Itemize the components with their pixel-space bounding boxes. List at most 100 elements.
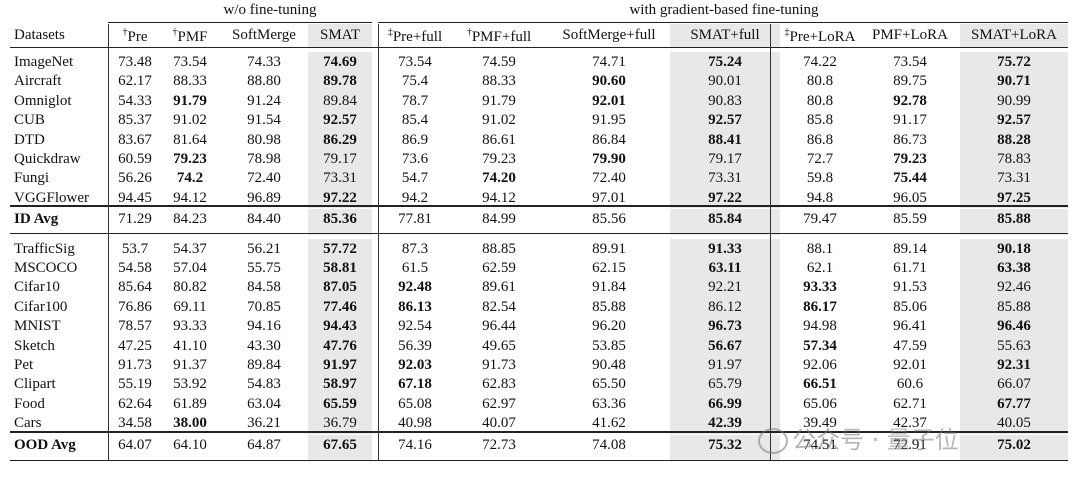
value-cell: 65.06 — [803, 395, 837, 412]
value-cell: 79.90 — [592, 151, 626, 167]
value-cell: 63.36 — [592, 395, 626, 412]
value-cell: 62.59 — [482, 260, 516, 276]
value-cell: 53.92 — [173, 376, 207, 393]
value-cell: 69.11 — [173, 298, 207, 315]
value-cell: 62.71 — [893, 395, 927, 412]
highlight-cell — [960, 277, 1068, 298]
value-cell: 42.39 — [708, 415, 742, 432]
column-separator — [770, 24, 771, 460]
value-cell: 67.77 — [997, 395, 1031, 412]
value-cell: 55.75 — [247, 260, 281, 276]
value-cell: 90.71 — [997, 73, 1031, 90]
value-cell: 38.00 — [173, 415, 207, 432]
highlight-cell — [960, 355, 1068, 376]
value-cell: 79.23 — [482, 151, 516, 167]
highlight-cell — [308, 258, 372, 279]
value-cell: 96.05 — [893, 189, 927, 206]
value-cell: 92.01 — [592, 92, 626, 109]
value-cell: 91.02 — [173, 112, 207, 129]
value-cell: 94.98 — [803, 318, 837, 335]
dataset-name: Quickdraw — [14, 151, 81, 167]
value-cell: 42.37 — [893, 415, 927, 432]
value-cell: 88.41 — [708, 131, 742, 148]
highlight-cell — [960, 258, 1068, 279]
value-cell: 94.8 — [806, 189, 834, 206]
dataset-name: Sketch — [14, 337, 55, 354]
value-cell: 91.97 — [323, 357, 357, 373]
value-cell: 53.7 — [121, 240, 149, 257]
dataset-name: Fungi — [14, 170, 50, 187]
highlight-cell — [308, 413, 372, 434]
header-smat-full: SMAT+full — [690, 27, 760, 43]
table-row: ImageNet 73.48 73.54 74.33 74.69 73.54 74.59 74… — [10, 54, 1068, 73]
value-cell: 54.83 — [247, 376, 281, 393]
value-cell: 56.26 — [118, 170, 152, 187]
table-row: Quickdraw 60.59 79.23 78.98 79.17 73.6 79.23 79… — [10, 151, 1068, 170]
highlight-cell — [670, 110, 780, 131]
value-cell: 57.04 — [173, 260, 207, 276]
value-cell: 96.89 — [247, 189, 281, 206]
watermark-text: 公众号 · 量子位 — [792, 426, 959, 454]
value-cell: 74.71 — [592, 54, 626, 70]
value-cell: 92.03 — [398, 357, 432, 373]
value-cell: 62.83 — [482, 376, 516, 393]
value-cell: 83.67 — [118, 131, 152, 148]
avg-rule-top — [10, 430, 1068, 433]
highlight-cell — [670, 393, 780, 415]
highlight-cell — [308, 52, 372, 73]
value-cell: 79.23 — [173, 151, 207, 167]
highlight-cell — [670, 129, 780, 150]
value-cell: 56.67 — [708, 337, 742, 354]
highlight-cell — [960, 110, 1068, 131]
value-cell: 39.49 — [803, 415, 837, 432]
value-cell: 72.91 — [893, 436, 927, 453]
highlight-cell — [960, 238, 1068, 259]
value-cell: 54.58 — [118, 260, 152, 276]
value-cell: 62.1 — [806, 260, 834, 276]
value-cell: 89.14 — [893, 240, 927, 257]
value-cell: 86.13 — [398, 298, 432, 315]
value-cell: 56.39 — [398, 337, 432, 354]
highlight-cell — [670, 71, 780, 92]
table-row: Sketch 47.25 41.10 43.30 47.76 56.39 49.65 53.8… — [10, 338, 1068, 357]
value-cell: 88.85 — [482, 240, 516, 257]
value-cell: 74.33 — [247, 54, 281, 70]
value-cell: 93.33 — [803, 279, 837, 296]
header-pre-lora: ‡Pre+LoRA — [784, 27, 856, 45]
value-cell: 36.21 — [247, 415, 281, 432]
value-cell: 76.86 — [118, 298, 152, 315]
value-cell: 92.31 — [997, 357, 1031, 373]
value-cell: 89.78 — [323, 73, 357, 90]
highlight-cell — [960, 129, 1068, 150]
value-cell: 91.79 — [482, 92, 516, 109]
dataset-name: Clipart — [14, 376, 56, 393]
header-pre: †Pre — [122, 27, 148, 45]
value-cell: 85.88 — [997, 298, 1031, 315]
value-cell: 91.17 — [893, 112, 927, 129]
header-smat: SMAT — [319, 27, 360, 43]
value-cell: 89.84 — [247, 357, 281, 373]
header-softmerge: SoftMerge — [232, 27, 296, 43]
value-cell: 90.60 — [592, 73, 626, 90]
value-cell: 91.24 — [247, 92, 281, 109]
value-cell: 93.33 — [173, 318, 207, 335]
value-cell: 64.10 — [173, 436, 207, 453]
value-cell: 89.84 — [323, 92, 357, 109]
highlight-cell — [960, 296, 1068, 318]
value-cell: 84.99 — [482, 211, 516, 228]
value-cell: 85.8 — [806, 112, 834, 129]
value-cell: 64.07 — [118, 436, 152, 453]
value-cell: 74.59 — [482, 54, 516, 70]
table-row: CUB 85.37 91.02 91.54 92.57 85.4 91.02 91.95 92.… — [10, 112, 1068, 131]
value-cell: 65.79 — [708, 376, 742, 393]
highlight-cell — [308, 277, 372, 298]
highlight-cell — [670, 90, 780, 112]
table-row: Food 62.64 61.89 63.04 65.59 65.08 62.97 63.36 6… — [10, 396, 1068, 415]
value-cell: 67.18 — [398, 376, 432, 393]
value-cell: 60.59 — [118, 151, 152, 167]
highlight-cell — [960, 187, 1068, 209]
value-cell: 74.2 — [176, 170, 204, 187]
value-cell: 90.99 — [997, 92, 1031, 109]
value-cell: 92.48 — [398, 279, 432, 296]
value-cell: 91.54 — [247, 112, 281, 129]
